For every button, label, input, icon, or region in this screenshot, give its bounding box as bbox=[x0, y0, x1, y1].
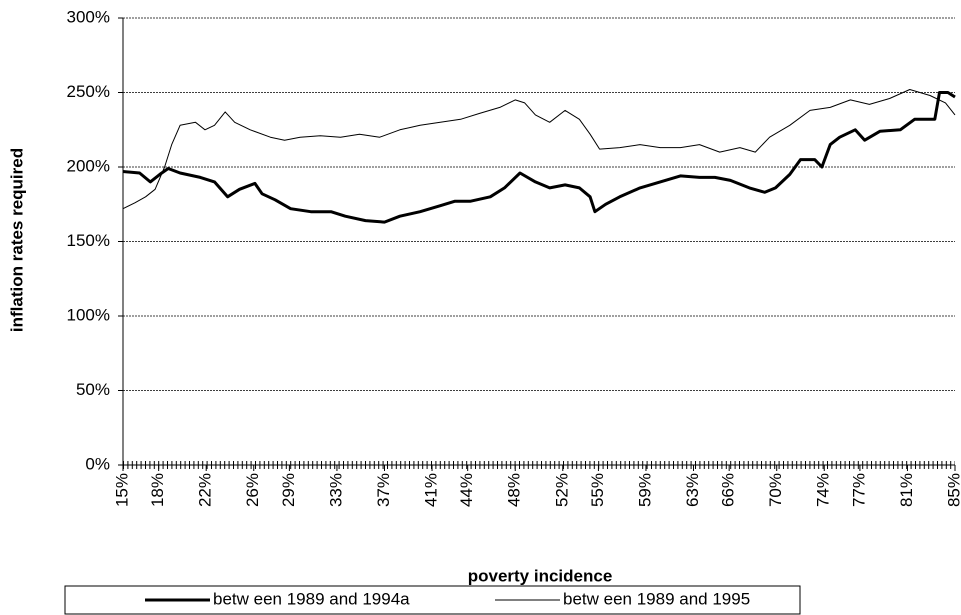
x-tick-label: 33% bbox=[326, 473, 345, 507]
legend-label: betw een 1989 and 1994a bbox=[213, 589, 410, 608]
y-tick-label: 100% bbox=[67, 305, 110, 324]
y-tick-label: 200% bbox=[67, 156, 110, 175]
x-tick-label: 85% bbox=[944, 473, 961, 507]
x-tick-label: 63% bbox=[683, 473, 702, 507]
y-tick-label: 150% bbox=[67, 231, 110, 250]
x-tick-label: 44% bbox=[457, 473, 476, 507]
x-tick-label: 59% bbox=[635, 473, 654, 507]
series-line bbox=[122, 91, 956, 224]
x-tick-label: 52% bbox=[552, 473, 571, 507]
x-tick-label: 77% bbox=[849, 473, 868, 507]
x-tick-label: 81% bbox=[897, 473, 916, 507]
x-tick-label: 74% bbox=[814, 473, 833, 507]
x-tick-label: 66% bbox=[719, 473, 738, 507]
series-line bbox=[122, 89, 956, 210]
y-tick-label: 300% bbox=[67, 7, 110, 26]
y-tick-label: 250% bbox=[67, 82, 110, 101]
x-tick-label: 37% bbox=[374, 473, 393, 507]
x-axis-label: poverty incidence bbox=[468, 566, 613, 585]
x-tick-label: 55% bbox=[588, 473, 607, 507]
x-tick-label: 22% bbox=[196, 473, 215, 507]
y-tick-label: 50% bbox=[76, 380, 110, 399]
y-axis-label: inflation rates required bbox=[7, 148, 26, 332]
x-tick-label: 18% bbox=[148, 473, 167, 507]
x-tick-label: 48% bbox=[505, 473, 524, 507]
legend-label: betw een 1989 and 1995 bbox=[563, 589, 750, 608]
x-tick-label: 70% bbox=[766, 473, 785, 507]
x-tick-label: 41% bbox=[422, 473, 441, 507]
x-tick-label: 29% bbox=[279, 473, 298, 507]
x-tick-label: 26% bbox=[243, 473, 262, 507]
y-tick-label: 0% bbox=[85, 454, 110, 473]
x-tick-label: 15% bbox=[112, 473, 131, 507]
